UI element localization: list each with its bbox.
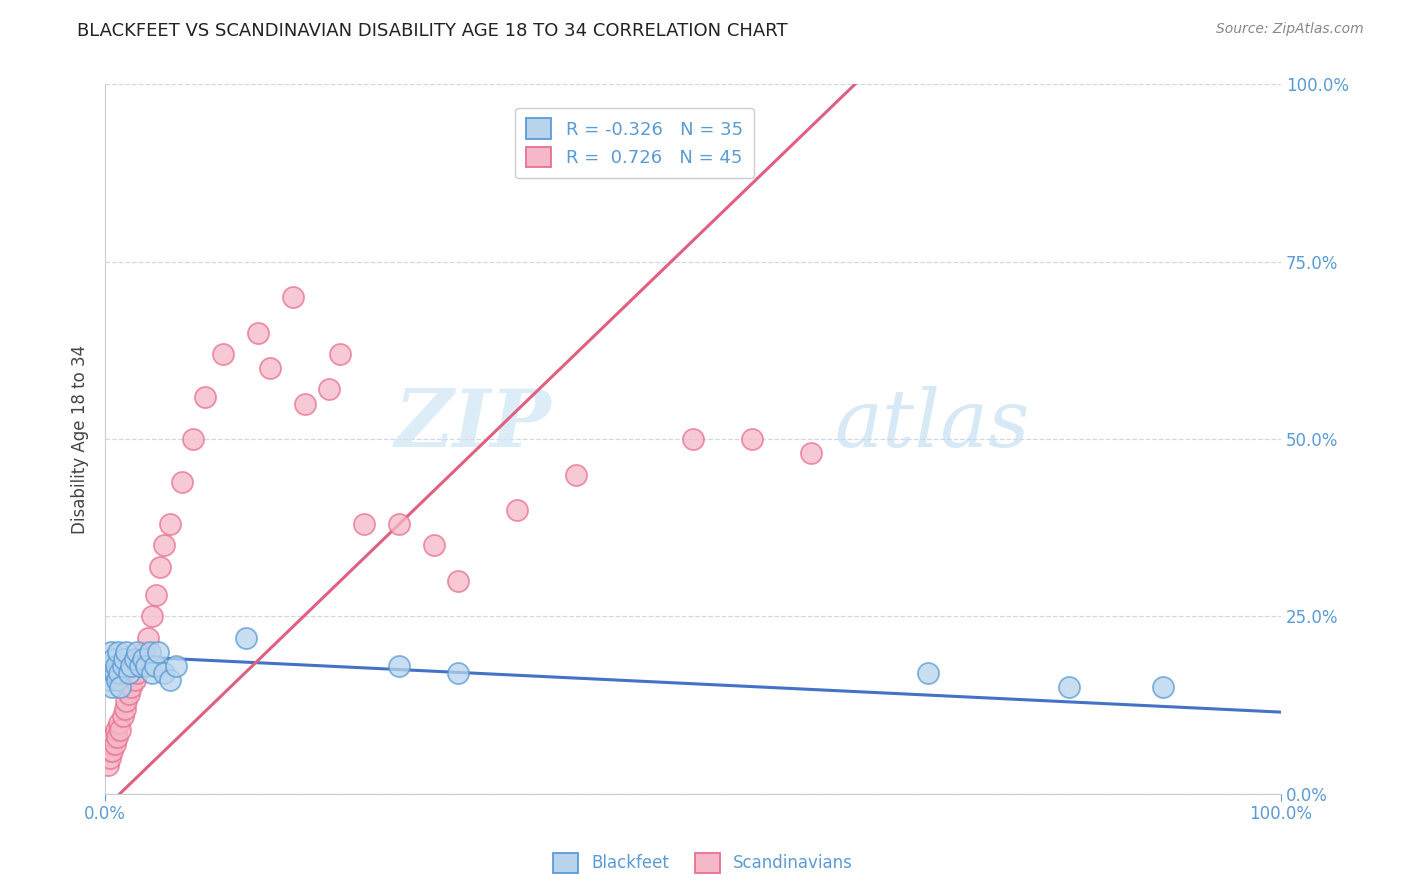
Legend: Blackfeet, Scandinavians: Blackfeet, Scandinavians <box>547 847 859 880</box>
Point <box>141 666 163 681</box>
Point <box>194 390 217 404</box>
Point <box>129 659 152 673</box>
Point <box>98 751 121 765</box>
Point <box>353 517 375 532</box>
Point <box>120 659 142 673</box>
Point <box>115 645 138 659</box>
Point <box>104 723 127 737</box>
Point <box>118 687 141 701</box>
Point <box>132 645 155 659</box>
Point <box>108 666 131 681</box>
Point <box>105 673 128 688</box>
Point <box>506 503 529 517</box>
Y-axis label: Disability Age 18 to 34: Disability Age 18 to 34 <box>72 344 89 533</box>
Point <box>146 645 169 659</box>
Point <box>447 574 470 588</box>
Point <box>104 659 127 673</box>
Point <box>388 517 411 532</box>
Point <box>107 645 129 659</box>
Point <box>564 467 586 482</box>
Point <box>111 708 134 723</box>
Point <box>97 758 120 772</box>
Point <box>318 383 340 397</box>
Text: atlas: atlas <box>834 386 1029 464</box>
Point <box>153 538 176 552</box>
Text: ZIP: ZIP <box>395 386 553 464</box>
Point <box>139 645 162 659</box>
Point <box>103 652 125 666</box>
Point <box>159 517 181 532</box>
Point <box>329 347 352 361</box>
Point <box>682 432 704 446</box>
Point <box>101 681 124 695</box>
Point <box>917 666 939 681</box>
Point <box>294 396 316 410</box>
Point <box>136 631 159 645</box>
Point <box>120 681 142 695</box>
Point <box>143 659 166 673</box>
Legend: R = -0.326   N = 35, R =  0.726   N = 45: R = -0.326 N = 35, R = 0.726 N = 45 <box>515 108 754 178</box>
Point <box>159 673 181 688</box>
Point <box>114 701 136 715</box>
Point <box>97 673 120 688</box>
Point <box>108 715 131 730</box>
Point <box>165 659 187 673</box>
Point <box>110 723 132 737</box>
Point <box>141 609 163 624</box>
Text: BLACKFEET VS SCANDINAVIAN DISABILITY AGE 18 TO 34 CORRELATION CHART: BLACKFEET VS SCANDINAVIAN DISABILITY AGE… <box>77 22 787 40</box>
Point <box>235 631 257 645</box>
Point <box>183 432 205 446</box>
Point <box>104 737 127 751</box>
Point <box>170 475 193 489</box>
Point <box>110 681 132 695</box>
Point <box>100 737 122 751</box>
Point <box>101 744 124 758</box>
Point <box>388 659 411 673</box>
Point <box>125 666 148 681</box>
Point <box>115 694 138 708</box>
Point <box>129 659 152 673</box>
Point <box>112 652 135 666</box>
Point <box>741 432 763 446</box>
Point <box>211 347 233 361</box>
Point <box>104 666 127 681</box>
Point <box>100 645 122 659</box>
Point <box>103 730 125 744</box>
Point <box>247 326 270 340</box>
Point <box>153 666 176 681</box>
Point <box>132 652 155 666</box>
Point <box>145 588 167 602</box>
Point <box>97 744 120 758</box>
Point <box>447 666 470 681</box>
Point <box>124 652 146 666</box>
Point <box>800 446 823 460</box>
Point <box>118 666 141 681</box>
Point <box>1152 681 1174 695</box>
Point <box>1059 681 1081 695</box>
Point <box>283 290 305 304</box>
Point <box>111 659 134 673</box>
Point <box>98 659 121 673</box>
Point <box>135 659 157 673</box>
Point <box>259 361 281 376</box>
Text: Source: ZipAtlas.com: Source: ZipAtlas.com <box>1216 22 1364 37</box>
Point <box>105 730 128 744</box>
Point <box>423 538 446 552</box>
Point <box>125 645 148 659</box>
Point <box>124 673 146 688</box>
Point <box>149 559 172 574</box>
Point <box>97 666 120 681</box>
